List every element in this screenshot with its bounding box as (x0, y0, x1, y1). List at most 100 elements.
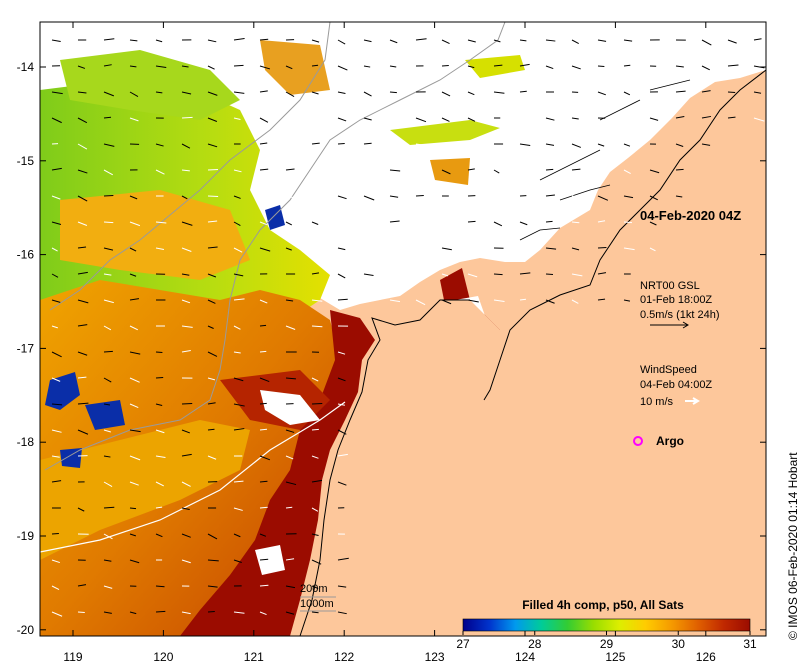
vector-arrow (623, 143, 631, 147)
vector-arrow (519, 63, 530, 67)
vector-arrow (285, 377, 296, 380)
vector-arrow (519, 90, 527, 93)
wind-legend-line2: 04-Feb 04:00Z (640, 379, 712, 391)
vector-arrow (337, 298, 348, 301)
vector-arrow (259, 402, 267, 405)
vector-arrow (181, 481, 191, 487)
vector-arrow (207, 325, 214, 329)
vector-arrow (389, 65, 397, 68)
vector-arrow (51, 377, 61, 382)
vector-arrow (77, 429, 89, 435)
vector-arrow (389, 195, 399, 198)
vector-arrow (51, 167, 62, 171)
vector-arrow (337, 65, 348, 71)
vector-arrow (571, 299, 579, 304)
vector-arrow (207, 143, 218, 148)
vector-arrow (415, 247, 423, 251)
vector-arrow (363, 273, 374, 277)
vector-arrow (129, 533, 136, 537)
vector-arrow (285, 195, 294, 199)
vector-arrow (285, 455, 294, 460)
lat-tick-label: -16 (17, 248, 35, 262)
vector-arrow (337, 453, 348, 457)
vector-arrow (363, 298, 372, 301)
sst-yellow-patch (390, 120, 500, 145)
vector-arrow (103, 481, 113, 487)
colorbar-title: Filled 4h comp, p50, All Sats (522, 598, 684, 612)
wind-legend-line1: WindSpeed (640, 364, 697, 376)
vector-arrow (207, 610, 215, 613)
vector-arrow (259, 142, 268, 145)
vector-arrow (207, 91, 218, 96)
vector-arrow (337, 403, 345, 406)
lat-tick-label: -18 (17, 435, 35, 449)
wind-scale-arrowhead (692, 397, 700, 405)
vector-arrow (675, 195, 683, 198)
lon-tick-label: 123 (425, 650, 445, 664)
vector-arrow (129, 65, 137, 68)
vector-arrow (311, 377, 319, 382)
vector-arrow (701, 143, 711, 146)
vector-arrow (389, 247, 400, 252)
vector-field (51, 38, 765, 617)
colorbar-tick-label: 28 (528, 637, 542, 651)
vector-arrow (51, 117, 62, 124)
vector-arrow (51, 91, 63, 95)
vector-arrow (129, 195, 138, 200)
vector-arrow (649, 195, 658, 201)
vector-arrow (311, 91, 319, 95)
vector-arrow (233, 298, 245, 301)
vector-arrow (493, 39, 501, 43)
vector-arrow (77, 402, 89, 405)
vector-arrow (155, 610, 166, 613)
vector-arrow (753, 65, 765, 69)
vector-arrow (129, 39, 138, 42)
vector-arrow (129, 611, 137, 615)
vector-arrow (311, 428, 319, 431)
vector-arrow (51, 351, 62, 358)
vector-arrow (129, 429, 141, 433)
vector-arrow (415, 273, 423, 278)
vector-arrow (285, 481, 297, 486)
vector-arrow (675, 168, 684, 171)
vector-arrow (103, 299, 114, 304)
vector-arrow (129, 481, 139, 486)
vector-arrow (259, 324, 267, 327)
vector-arrow (597, 220, 606, 223)
vector-arrow (51, 480, 62, 483)
vector-arrow (207, 428, 215, 431)
vector-arrow (363, 142, 372, 145)
vector-arrow (545, 143, 555, 146)
vector-arrow (233, 377, 244, 382)
vector-arrow (389, 220, 400, 223)
vector-arrow (155, 585, 165, 588)
vector-arrow (51, 299, 61, 303)
vector-arrow (675, 143, 684, 147)
vector-arrow (233, 428, 245, 431)
argo-label: Argo (656, 434, 684, 448)
vector-arrow (493, 64, 503, 67)
vector-arrow (311, 116, 320, 119)
vector-arrow (155, 533, 163, 538)
vector-arrow (103, 247, 114, 251)
sst-orange-patch (430, 158, 470, 185)
vector-arrow (181, 143, 191, 149)
vector-arrow (285, 247, 292, 251)
lon-tick-label: 119 (63, 650, 82, 664)
vector-arrow (363, 195, 375, 201)
vector-arrow (519, 221, 528, 226)
cloud-gap (260, 390, 320, 425)
vector-arrow (597, 272, 607, 275)
vector-arrow (77, 507, 85, 512)
vector-arrow (467, 65, 475, 69)
cloud-gap (255, 545, 285, 575)
vector-arrow (207, 117, 218, 122)
vector-arrow (337, 91, 346, 94)
vector-arrow (259, 168, 269, 171)
vector-arrow (103, 506, 115, 509)
vector-arrow (233, 533, 241, 538)
vector-arrow (233, 325, 241, 330)
vector-arrow (77, 584, 87, 587)
vector-arrow (207, 402, 216, 405)
vector-arrow (337, 611, 347, 615)
